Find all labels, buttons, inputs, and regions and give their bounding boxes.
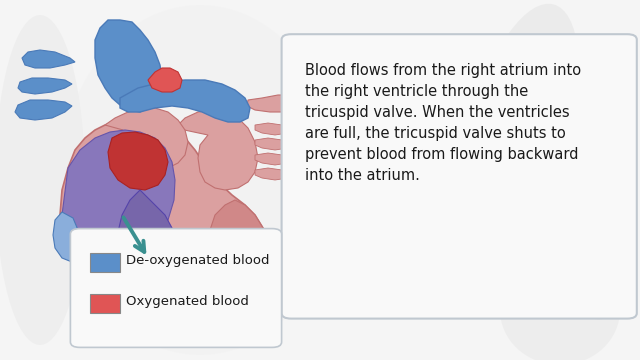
Polygon shape: [255, 153, 290, 165]
Polygon shape: [18, 78, 72, 94]
Polygon shape: [60, 118, 268, 302]
Ellipse shape: [60, 5, 340, 355]
FancyBboxPatch shape: [282, 34, 637, 319]
Polygon shape: [53, 212, 80, 262]
Polygon shape: [105, 108, 188, 170]
Ellipse shape: [500, 255, 620, 360]
Polygon shape: [247, 95, 300, 112]
Ellipse shape: [461, 4, 579, 256]
Polygon shape: [255, 123, 290, 135]
Polygon shape: [255, 168, 290, 180]
Polygon shape: [148, 68, 182, 92]
Polygon shape: [15, 100, 72, 120]
Ellipse shape: [0, 15, 85, 345]
Polygon shape: [95, 20, 162, 112]
Polygon shape: [165, 200, 268, 302]
Polygon shape: [120, 80, 250, 122]
Polygon shape: [175, 110, 258, 190]
FancyBboxPatch shape: [70, 229, 282, 347]
Text: De-oxygenated blood: De-oxygenated blood: [126, 254, 269, 267]
FancyBboxPatch shape: [90, 253, 120, 272]
Polygon shape: [100, 292, 118, 340]
Ellipse shape: [549, 100, 631, 320]
Polygon shape: [62, 130, 175, 295]
Polygon shape: [22, 50, 75, 68]
FancyBboxPatch shape: [90, 294, 120, 313]
Polygon shape: [108, 132, 168, 190]
Text: Oxygenated blood: Oxygenated blood: [126, 295, 249, 308]
Polygon shape: [118, 190, 174, 282]
Polygon shape: [255, 138, 290, 150]
Text: Blood flows from the right atrium into
the right ventricle through the
tricuspid: Blood flows from the right atrium into t…: [305, 63, 581, 183]
